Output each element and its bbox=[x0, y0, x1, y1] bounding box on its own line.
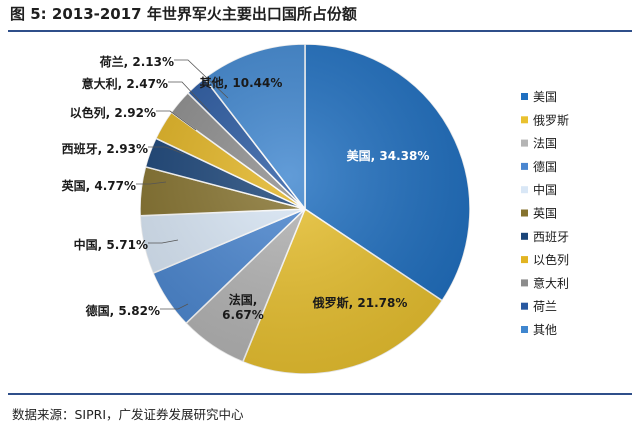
legend-swatch-5 bbox=[521, 186, 528, 194]
data-label-7: 西班牙, 2.93% bbox=[62, 141, 148, 156]
legend-label-4: 德国 bbox=[533, 159, 557, 174]
source-note: 数据来源：SIPRI，广发证券发展研究中心 bbox=[12, 407, 244, 422]
leader-line-6 bbox=[136, 181, 167, 185]
title-rule bbox=[8, 30, 632, 32]
legend-swatch-3 bbox=[521, 139, 528, 147]
legend-label-5: 中国 bbox=[533, 182, 557, 197]
legend-label-6: 英国 bbox=[533, 207, 557, 221]
legend-swatch-7 bbox=[521, 232, 528, 240]
legend-label-8: 以色列 bbox=[533, 253, 569, 267]
legend-label-2: 俄罗斯 bbox=[533, 113, 569, 127]
legend-swatch-8 bbox=[521, 256, 528, 264]
footer-rule bbox=[8, 393, 632, 395]
legend-label-10: 荷兰 bbox=[533, 300, 557, 314]
leader-line-5 bbox=[148, 239, 179, 244]
data-label-11: 其他, 10.44% bbox=[200, 75, 283, 90]
data-label-4: 德国, 5.82% bbox=[86, 303, 160, 318]
legend-swatch-4 bbox=[521, 162, 528, 170]
legend-swatch-2 bbox=[521, 116, 528, 124]
data-label-8: 以色列, 2.92% bbox=[70, 105, 156, 120]
legend-label-7: 西班牙 bbox=[533, 230, 569, 244]
chart-title: 图 5: 2013-2017 年世界军火主要出口国所占份额 bbox=[10, 5, 357, 23]
leader-line-4 bbox=[160, 303, 189, 310]
leader-line-8 bbox=[156, 110, 197, 131]
data-label-5: 中国, 5.71% bbox=[74, 237, 148, 252]
legend-swatch-10 bbox=[521, 302, 528, 310]
legend-swatch-11 bbox=[521, 326, 528, 333]
data-label-1: 美国, 34.38% bbox=[347, 148, 430, 163]
leader-line-10 bbox=[174, 59, 229, 99]
data-label-6: 英国, 4.77% bbox=[62, 178, 136, 193]
data-label-10: 荷兰, 2.13% bbox=[99, 54, 174, 69]
data-label-9: 意大利, 2.47% bbox=[82, 76, 168, 91]
legend-label-9: 意大利 bbox=[533, 275, 569, 290]
legend-swatch-1 bbox=[521, 93, 528, 100]
legend-label-11: 其他 bbox=[533, 323, 557, 337]
pie-chart: 美国, 34.38% 俄罗斯, 21.78% 法国, 6.67% 德国, 5.82% 中国… bbox=[62, 43, 569, 375]
data-label-3: 法国, 6.67% bbox=[222, 292, 264, 322]
leader-line-9 bbox=[168, 81, 211, 113]
legend-label-1: 美国 bbox=[533, 90, 557, 104]
leader-line-7 bbox=[148, 146, 185, 155]
legend-swatch-6 bbox=[521, 209, 528, 217]
data-label-2: 俄罗斯, 21.78% bbox=[312, 295, 408, 310]
legend-swatch-9 bbox=[521, 279, 528, 287]
legend-label-3: 法国 bbox=[533, 137, 557, 151]
